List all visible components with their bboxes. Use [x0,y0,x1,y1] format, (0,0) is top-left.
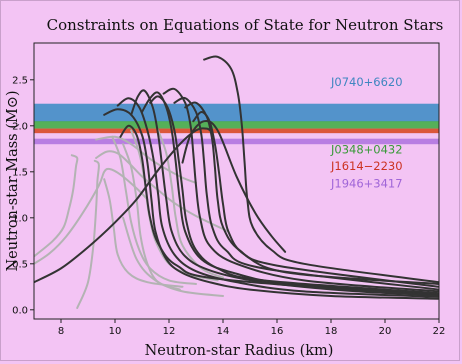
x-tick-label-3: 14 [217,326,230,337]
eos-curve-dark-23 [119,124,439,297]
band-1 [34,121,439,129]
eos-curve-dark-17 [162,87,439,293]
band-label-3: J1946+3417 [330,176,403,190]
chart-title: Constraints on Equations of State for Ne… [47,16,444,34]
eos-curve-dark-21 [181,119,287,253]
x-tick-label-2: 12 [163,326,176,337]
y-tick-label-3: 1.5 [12,167,28,178]
x-tick-label-0: 8 [58,326,64,337]
eos-curve-dark-20 [203,55,439,284]
band-labels: J0740+6620 J0348+0432 J1614−2230 J1946+3417 [330,75,403,190]
x-ticks: 8 10 12 14 16 18 20 22 [58,319,446,337]
eos-curve-dark-18 [173,96,439,291]
x-axis-label: Neutron-star Radius (km) [145,343,334,359]
x-tick-label-7: 22 [433,326,446,337]
eos-curve-dark-13 [116,97,439,298]
eos-curve-gray-0 [34,154,79,258]
eos-curve-gray-2 [34,167,149,265]
x-tick-label-6: 20 [379,326,392,337]
band-3 [34,138,439,145]
eos-curve-dark-16 [149,95,439,295]
x-tick-label-5: 18 [325,326,338,337]
plot-area-border [33,42,440,320]
y-tick-label-2: 1.0 [12,213,28,224]
y-tick-label-4: 2.0 [12,121,28,132]
eos-curve-gray-5 [122,143,181,291]
band-label-2: J1614−2230 [330,159,403,173]
eos-curve-dark-22 [192,111,439,285]
y-tick-label-0: 0.0 [12,305,28,316]
y-ticks: 0.0 0.5 1.0 1.5 2.0 2.5 [12,75,34,316]
eos-curve-gray-1 [76,159,100,309]
x-tick-label-1: 10 [109,326,122,337]
eos-curve-gray-7 [103,178,184,288]
bands [34,103,439,145]
y-tick-label-1: 0.5 [12,259,28,270]
eos-curve-gray-10 [122,216,224,297]
eos-curve-gray-6 [111,135,197,285]
eos-curve-dark-19 [184,101,439,288]
x-tick-label-4: 16 [271,326,284,337]
y-tick-label-5: 2.5 [12,75,28,86]
eos-curve-gray-9 [157,129,224,279]
band-0 [34,103,439,123]
band-label-0: J0740+6620 [330,75,403,89]
curves [34,55,439,309]
y-axis-label: Neutron-star Mass (M⊙) [5,90,21,271]
eos-curve-gray-3 [95,150,230,233]
band-label-1: J0348+0432 [330,142,403,156]
eos-curve-dark-11 [34,127,214,284]
band-2 [34,128,439,134]
